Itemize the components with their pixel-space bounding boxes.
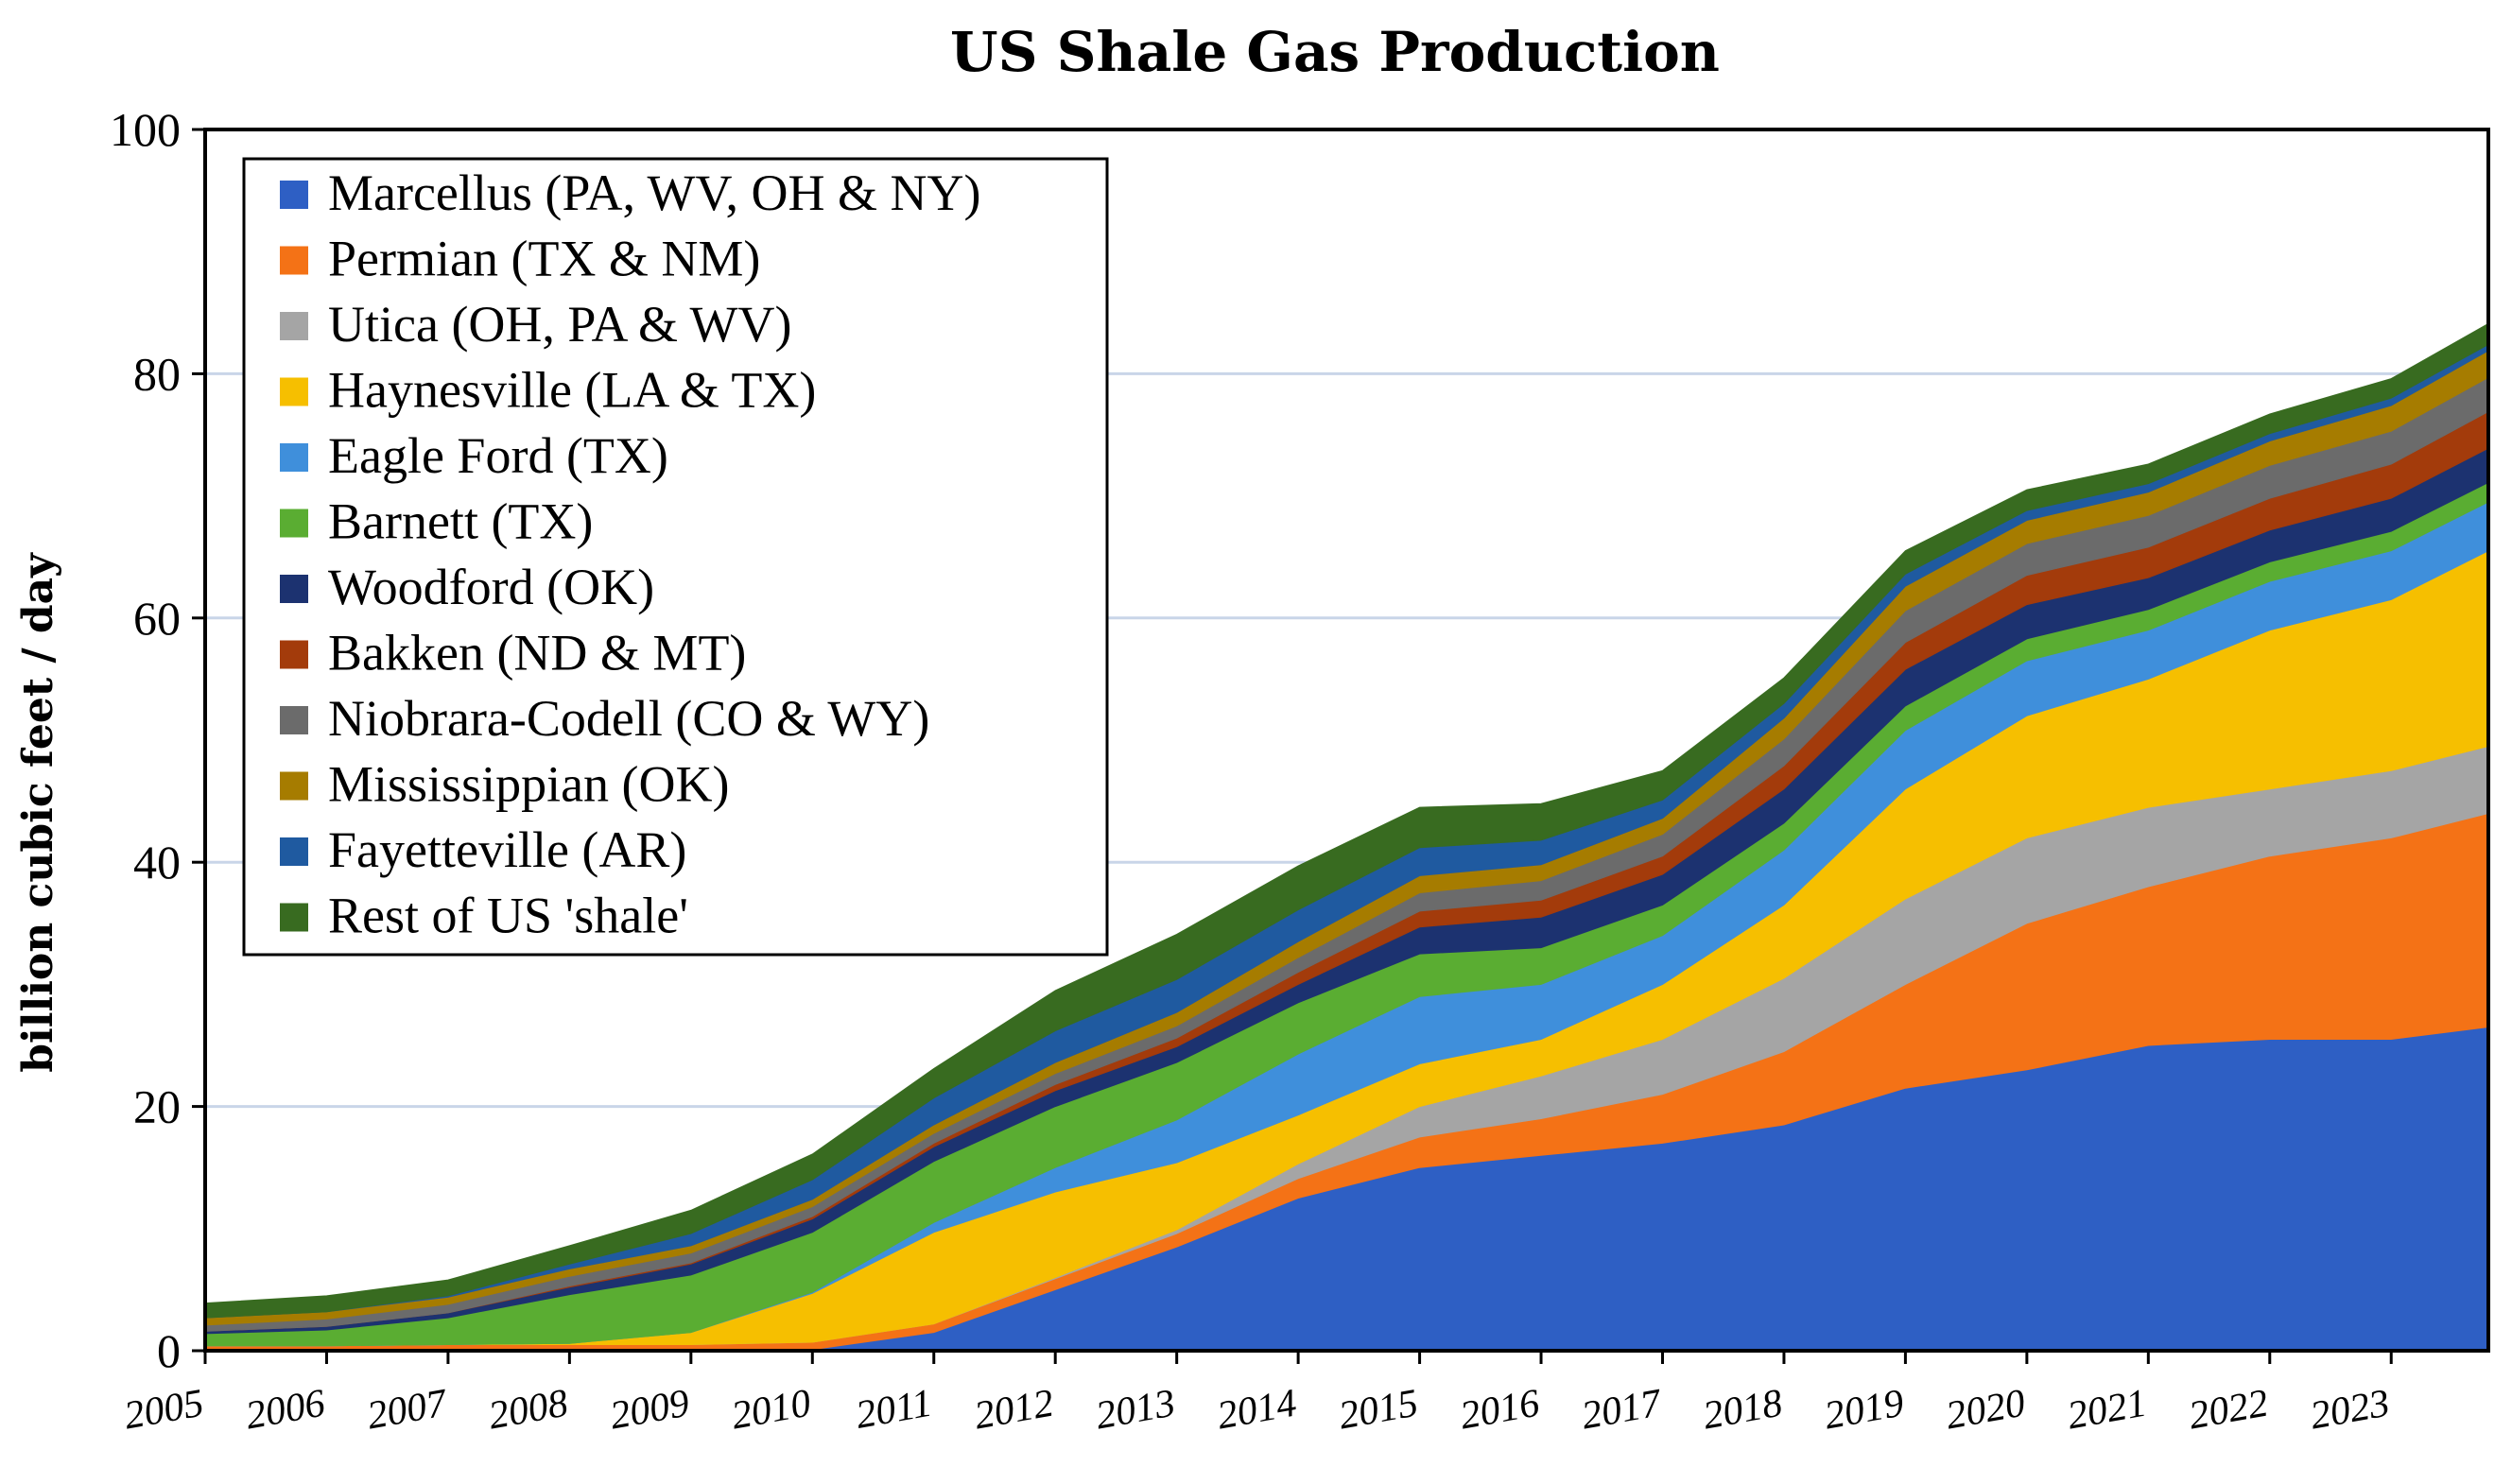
y-axis-ticks: 0 20 40 60 80 100 [110, 103, 205, 1377]
x-axis-ticks: 2005 2006 2007 2008 2009 2010 2011 2012 2013 2014… [121, 1351, 2393, 1438]
legend-swatch-9 [280, 771, 308, 801]
legend-swatch-11 [280, 903, 308, 932]
legend-label-6: Woodford (OK) [328, 559, 654, 615]
x-tick-label-10: 2015 [1336, 1382, 1422, 1439]
legend-label-8: Niobrara-Codell (CO & WY) [328, 690, 929, 747]
legend-swatch-2 [280, 312, 308, 340]
y-tick-label-1: 20 [133, 1080, 181, 1133]
legend-label-10: Fayetteville (AR) [328, 821, 686, 878]
legend-label-5: Barnett (TX) [328, 493, 593, 550]
stacked-areas [204, 322, 2489, 1352]
x-tick-label-4: 2009 [607, 1382, 693, 1439]
y-tick-label-0: 0 [157, 1324, 181, 1377]
y-tick-label-4: 80 [133, 347, 181, 400]
legend-swatch-7 [280, 640, 308, 669]
x-tick-label-1: 2006 [242, 1382, 328, 1439]
x-tick-label-11: 2016 [1457, 1382, 1543, 1439]
legend-label-2: Utica (OH, PA & WV) [328, 296, 791, 353]
legend-label-11: Rest of US 'shale' [328, 888, 688, 944]
x-tick-label-9: 2014 [1214, 1382, 1300, 1439]
legend-box [242, 157, 1109, 957]
legend-swatch-10 [280, 837, 308, 866]
chart-title: US Shale Gas Production [950, 20, 1720, 84]
legend: Marcellus (PA, WV, OH & NY) Permian (TX &… [242, 157, 1109, 957]
x-tick-label-5: 2010 [728, 1382, 814, 1439]
legend-swatch-3 [280, 377, 308, 406]
x-tick-label-17: 2022 [2186, 1382, 2272, 1439]
y-tick-label-2: 40 [133, 836, 181, 889]
x-tick-label-14: 2019 [1821, 1382, 1907, 1439]
legend-label-7: Bakken (ND & MT) [328, 625, 746, 682]
x-tick-label-12: 2017 [1579, 1381, 1667, 1438]
x-tick-label-16: 2021 [2064, 1382, 2150, 1439]
legend-label-1: Permian (TX & NM) [328, 231, 760, 287]
plot-frame [203, 128, 2490, 1353]
x-tick-label-8: 2013 [1093, 1382, 1179, 1439]
legend-label-0: Marcellus (PA, WV, OH & NY) [328, 164, 980, 221]
x-tick-label-18: 2023 [2307, 1382, 2393, 1439]
legend-swatch-8 [280, 706, 308, 734]
x-tick-label-7: 2012 [971, 1382, 1057, 1439]
x-tick-label-13: 2018 [1700, 1382, 1786, 1439]
legend-swatch-0 [280, 181, 308, 209]
x-tick-label-15: 2020 [1943, 1382, 2029, 1439]
y-tick-label-5: 100 [110, 103, 181, 156]
y-axis-label: billion cubic feet / day [14, 552, 62, 1073]
legend-label-4: Eagle Ford (TX) [328, 427, 668, 484]
legend-swatch-1 [280, 246, 308, 275]
legend-label-3: Haynesville (LA & TX) [328, 362, 816, 419]
legend-label-9: Mississippian (OK) [328, 756, 730, 813]
y-tick-label-3: 60 [133, 592, 181, 645]
x-tick-label-2: 2007 [364, 1381, 452, 1438]
x-tick-label-3: 2008 [485, 1382, 571, 1439]
legend-swatch-5 [280, 509, 308, 538]
legend-swatch-6 [280, 575, 308, 603]
x-tick-label-0: 2005 [121, 1382, 207, 1439]
x-tick-label-6: 2011 [853, 1382, 936, 1438]
legend-swatch-4 [280, 443, 308, 472]
